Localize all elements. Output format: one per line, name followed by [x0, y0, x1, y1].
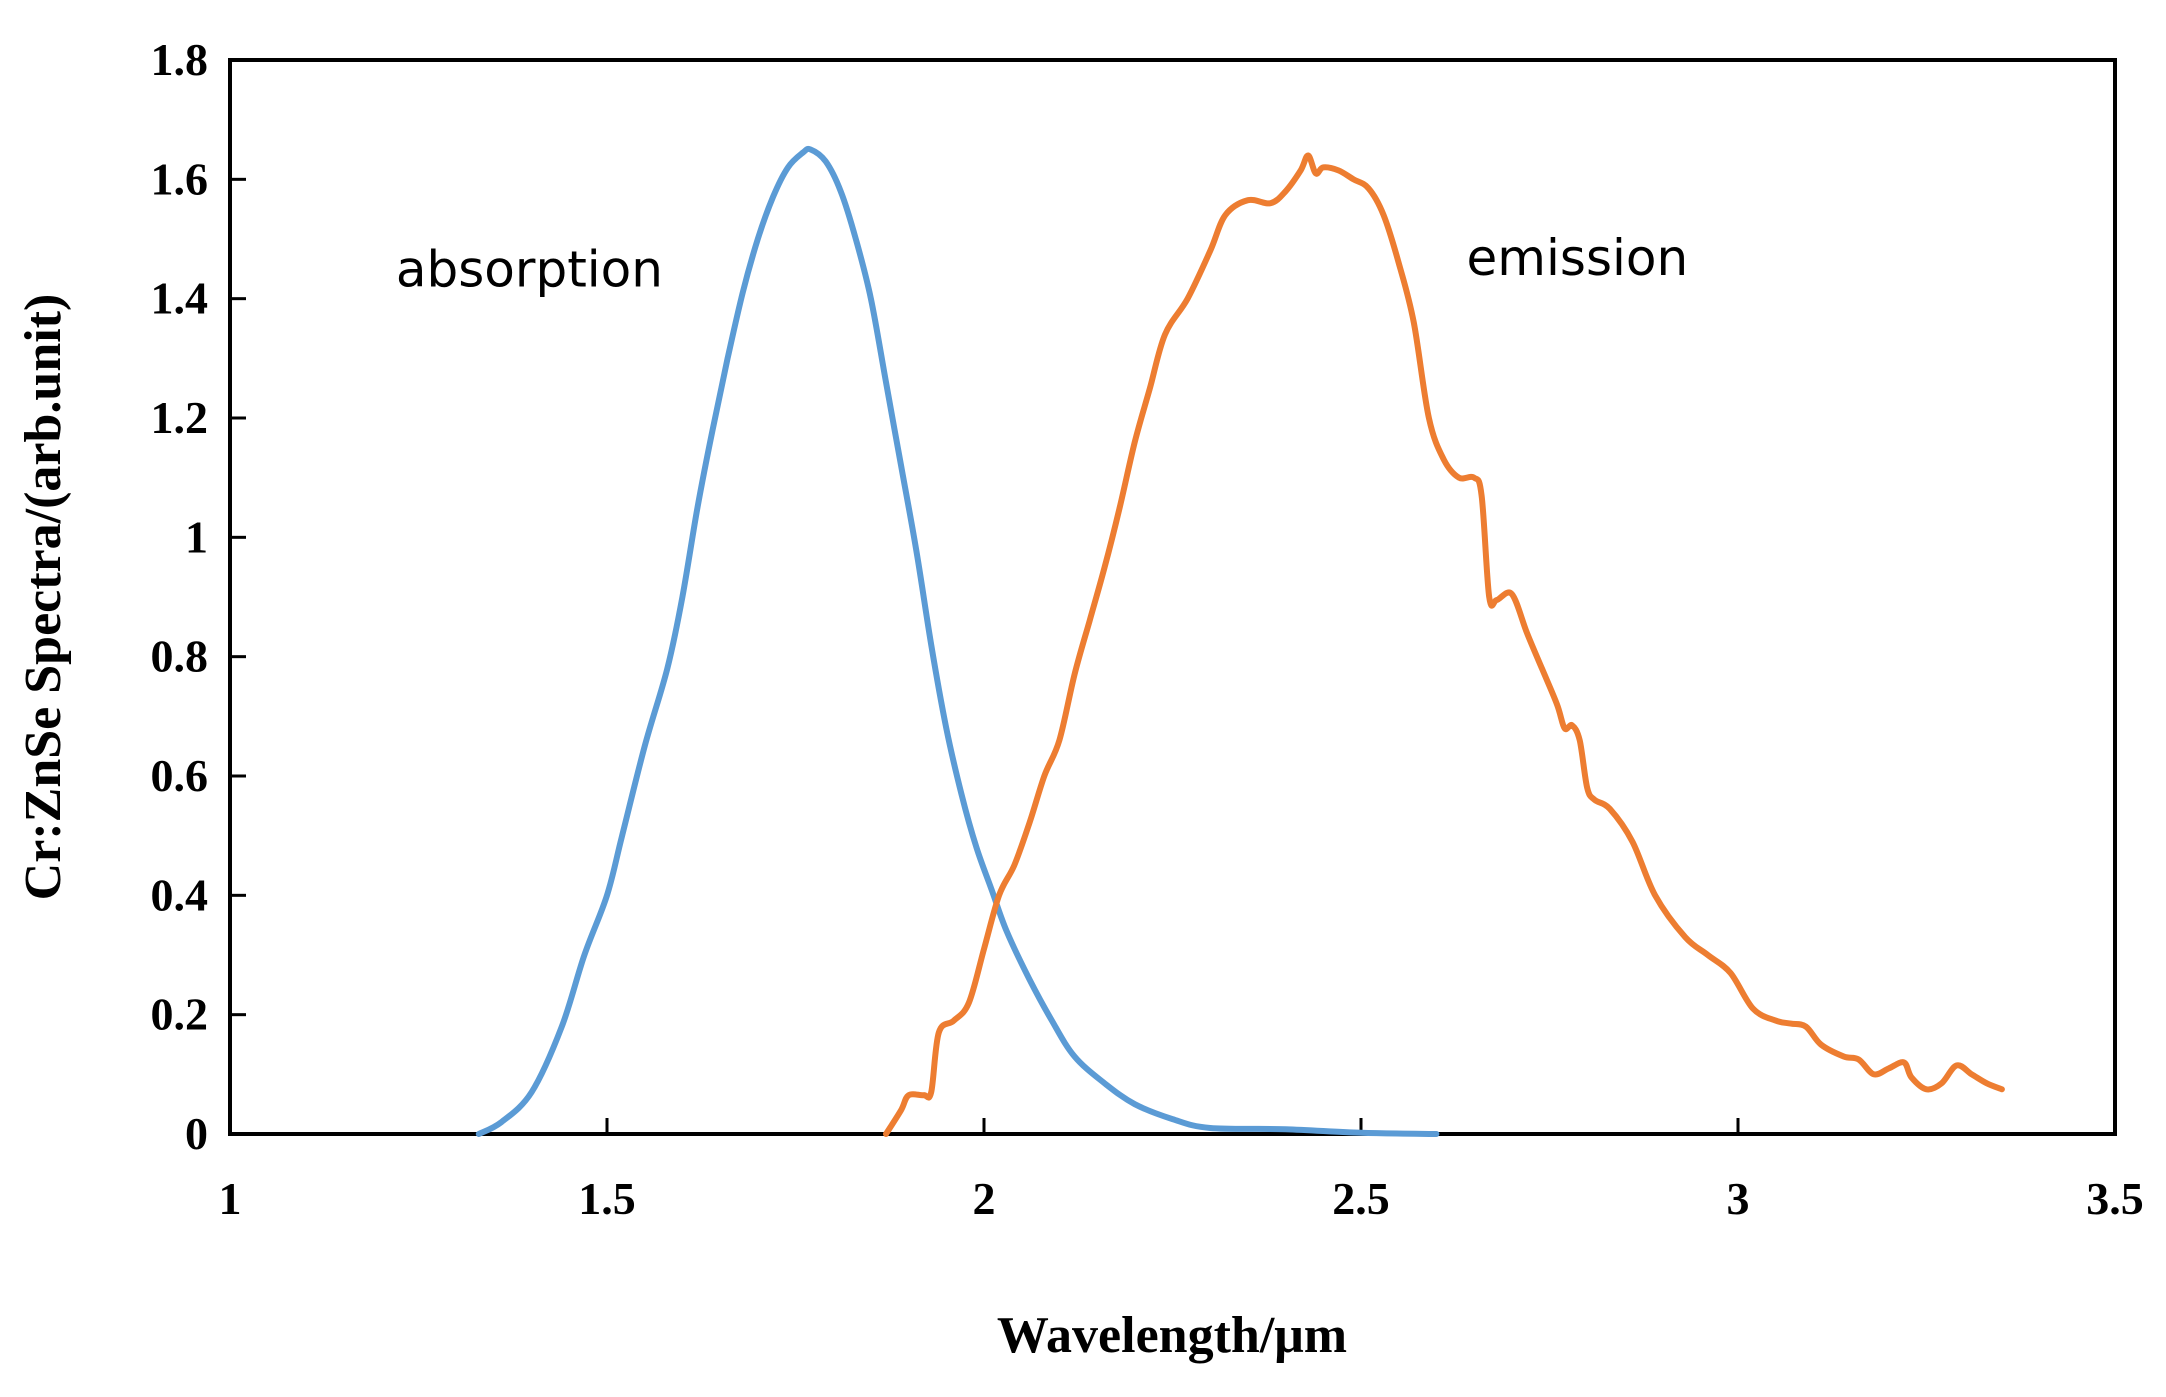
emission-series-line: [883, 152, 2005, 1137]
y-tick-label: 1.6: [151, 153, 209, 204]
y-tick-label: 1.4: [151, 273, 209, 324]
x-tick-label: 1.5: [578, 1173, 636, 1224]
y-tick-label: 0.8: [151, 631, 209, 682]
plot-frame: [228, 58, 2117, 1136]
y-axis-ticks: 0 0.2 0.4 0.6 0.8 1 1.2 1.4 1.6 1.8: [151, 34, 246, 1159]
absorption-label: absorption: [396, 241, 663, 299]
series-layer: [475, 145, 2005, 1137]
y-tick-label: 0.6: [151, 750, 209, 801]
x-tick-label: 2: [973, 1173, 996, 1224]
y-tick-label: 1.2: [151, 392, 209, 443]
y-tick-label: 1: [185, 511, 208, 562]
x-axis-title: Wavelength/μm: [997, 1307, 1347, 1364]
y-tick-label: 0: [185, 1108, 208, 1159]
x-tick-label: 2.5: [1332, 1173, 1390, 1224]
y-tick-label: 0.4: [151, 869, 209, 920]
y-tick-label: 1.8: [151, 34, 209, 85]
x-tick-label: 1: [219, 1173, 242, 1224]
y-tick-label: 0.2: [151, 989, 209, 1040]
annotation-layer: absorption emission: [396, 229, 1688, 299]
emission-label: emission: [1467, 229, 1689, 287]
x-tick-label: 3.5: [2086, 1173, 2144, 1224]
x-axis-ticks: 1 1.5 2 2.5 3 3.5: [219, 1118, 2144, 1224]
y-axis-title: Cr:ZnSe Spectra/(arb.unit): [15, 294, 72, 901]
absorption-series-line: [475, 145, 1440, 1137]
x-tick-label: 3: [1727, 1173, 1750, 1224]
